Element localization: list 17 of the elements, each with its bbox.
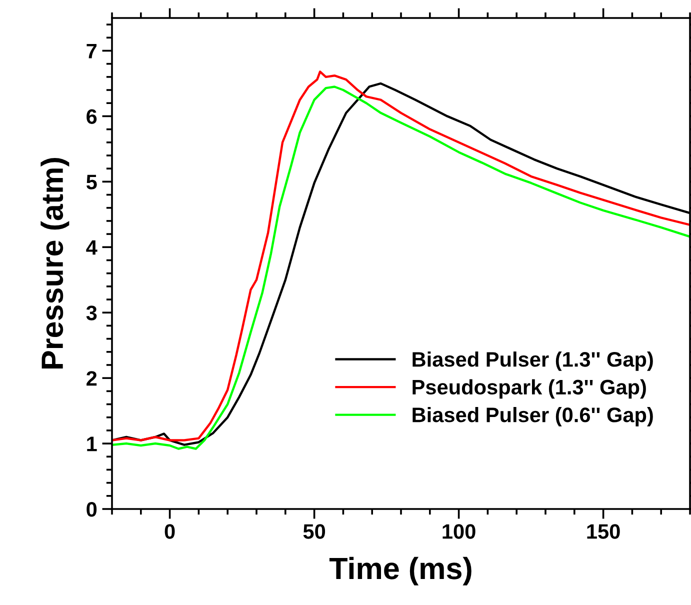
y-axis-title: Pressure (atm) [40, 158, 70, 368]
y-tick-label: 0 [86, 502, 97, 517]
x-tick-label: 150 [587, 524, 620, 539]
y-tick-label: 1 [87, 436, 97, 452]
x-axis-title: Time (ms) [329, 556, 472, 586]
y-tick-label: 4 [86, 240, 98, 255]
x-tick-label: 100 [442, 524, 476, 539]
x-tick-label: 0 [164, 524, 175, 539]
y-tick-label: 5 [86, 174, 97, 190]
y-tick-label: 3 [86, 306, 97, 320]
x-tick-label: 50 [303, 524, 326, 539]
y-tick-label: 6 [86, 109, 97, 124]
y-tick-label: 7 [86, 44, 96, 58]
legend-label: Pseudospark (1.3'' Gap) [412, 379, 646, 399]
legend-label: Biased Pulser (0.6'' Gap) [412, 407, 653, 426]
y-tick-label: 2 [86, 371, 97, 386]
legend-label: Biased Pulser (1.3'' Gap) [412, 351, 653, 371]
